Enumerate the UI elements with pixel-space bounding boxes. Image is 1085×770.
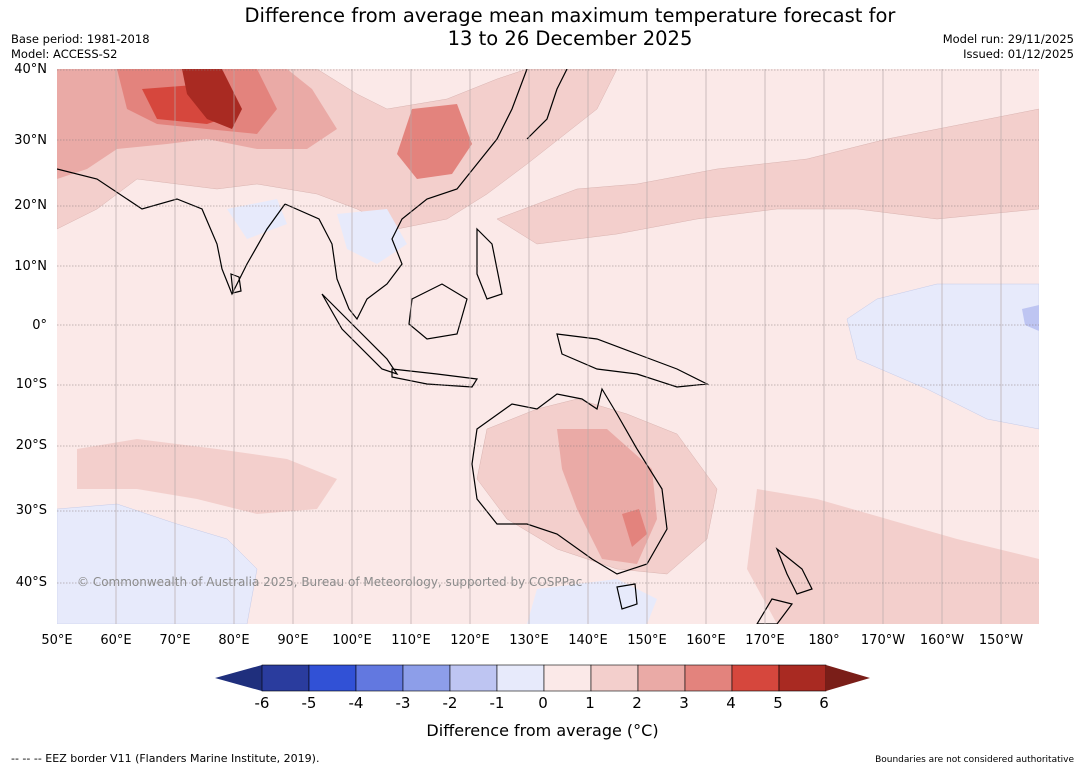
title-line-1: Difference from average mean maximum tem… <box>244 4 896 27</box>
colorbar-cell <box>637 664 686 692</box>
new-zealand-coastline <box>756 547 813 624</box>
colorbar-label: Difference from average (°C) <box>426 721 659 740</box>
himalaya-extreme-spot <box>182 69 242 129</box>
new-guinea-coastline <box>556 333 710 388</box>
lat-label: 40°S <box>15 575 47 590</box>
lon-label: 80°E <box>218 633 250 648</box>
lon-label: 50°E <box>41 633 73 648</box>
colorbar-cell <box>402 664 451 692</box>
pacific-warm-band <box>496 108 1039 245</box>
lat-label: 30°S <box>15 503 47 518</box>
meta-left: Base period: 1981-2018 Model: ACCESS-S2 <box>11 32 150 62</box>
lon-label: 160°W <box>919 633 965 648</box>
issued-date: Issued: 01/12/2025 <box>963 47 1074 61</box>
colorbar-tick: 5 <box>773 694 783 712</box>
southeast-asia-coastline <box>284 69 528 321</box>
lon-label: 170°E <box>745 633 785 648</box>
philippines-coastline <box>476 227 503 300</box>
colorbar <box>215 664 870 692</box>
chart-title: Difference from average mean maximum tem… <box>180 4 960 50</box>
colorbar-extend-high <box>826 665 870 691</box>
tasman-cool-region <box>527 579 657 624</box>
forecast-map <box>57 69 1039 624</box>
australia-hot-spot <box>622 509 647 547</box>
meta-right: Model run: 29/11/2025 Issued: 01/12/2025 <box>943 32 1074 62</box>
longitude-grid <box>115 69 1002 624</box>
lat-label: 20°N <box>14 198 47 213</box>
lon-label: 60°E <box>100 633 132 648</box>
colorbar-tick: -2 <box>442 694 458 712</box>
colorbar-cell <box>731 664 780 692</box>
colorbar-tick: 0 <box>538 694 548 712</box>
lon-label: 180° <box>808 633 840 648</box>
colorbar-tick: 6 <box>819 694 829 712</box>
colorbar-tick: -6 <box>254 694 270 712</box>
lon-label: 100°E <box>332 633 372 648</box>
lon-label: 150°E <box>627 633 667 648</box>
borneo-coastline <box>408 283 468 340</box>
lon-label: 140°E <box>568 633 608 648</box>
colorbar-tick: 4 <box>726 694 736 712</box>
australia-coastline <box>471 387 668 575</box>
sumatra-coastline <box>321 293 399 376</box>
colorbar-cell <box>496 664 545 692</box>
lat-label: 20°S <box>15 438 47 453</box>
copyright-notice: © Commonwealth of Australia 2025, Bureau… <box>77 575 583 589</box>
indochina-cool-region <box>337 209 407 264</box>
colorbar-cell <box>778 664 827 692</box>
east-pacific-cooler-spot <box>1022 305 1039 331</box>
eez-note: -- -- -- EEZ border V11 (Flanders Marine… <box>11 752 320 765</box>
colorbar-cell <box>261 664 310 692</box>
coastlines <box>57 69 813 624</box>
colorbar-cells <box>261 664 827 692</box>
india-coastline <box>57 168 286 296</box>
bay-of-bengal-cool-region <box>227 199 287 239</box>
lat-label: 40°N <box>14 62 47 77</box>
lon-label: 110°E <box>391 633 431 648</box>
southwest-cool-region <box>57 503 258 624</box>
south-pacific-warm-region <box>747 489 1039 624</box>
model-name: Model: ACCESS-S2 <box>11 47 118 61</box>
colorbar-tick: -5 <box>301 694 317 712</box>
boundaries-note: Boundaries are not considered authoritat… <box>875 755 1074 765</box>
lon-label: 160°E <box>686 633 726 648</box>
lat-label: 30°N <box>14 133 47 148</box>
base-period: Base period: 1981-2018 <box>11 32 150 46</box>
japan-coastline <box>526 69 568 140</box>
sri-lanka-coastline <box>230 273 242 294</box>
china-warm-core <box>397 104 472 179</box>
lon-label: 120°E <box>450 633 490 648</box>
lon-label: 70°E <box>159 633 191 648</box>
colorbar-cell <box>543 664 592 692</box>
tasmania-coastline <box>616 583 638 610</box>
east-pacific-cool-region <box>846 283 1039 430</box>
colorbar-tick: 2 <box>632 694 642 712</box>
colorbar-tick: 1 <box>585 694 595 712</box>
colorbar-extend-low <box>215 665 262 691</box>
model-run: Model run: 29/11/2025 <box>942 32 1074 46</box>
lat-label: 0° <box>32 318 47 333</box>
colorbar-cell <box>355 664 404 692</box>
colorbar-tick: -3 <box>395 694 411 712</box>
indian-ocean-warm-band <box>77 439 337 514</box>
colorbar-tick: -1 <box>489 694 505 712</box>
colorbar-cell <box>590 664 639 692</box>
lat-label: 10°N <box>14 259 47 274</box>
colorbar-tick: 3 <box>679 694 689 712</box>
colorbar-cell <box>684 664 733 692</box>
lon-label: 170°W <box>860 633 906 648</box>
lon-label: 90°E <box>277 633 309 648</box>
lat-label: 10°S <box>15 377 47 392</box>
colorbar-cell <box>308 664 357 692</box>
java-coastline <box>391 368 479 388</box>
lon-label: 130°E <box>509 633 549 648</box>
colorbar-cell <box>449 664 498 692</box>
title-line-2: 13 to 26 December 2025 <box>447 27 693 50</box>
colorbar-tick: -4 <box>348 694 364 712</box>
lon-label: 150°W <box>978 633 1024 648</box>
